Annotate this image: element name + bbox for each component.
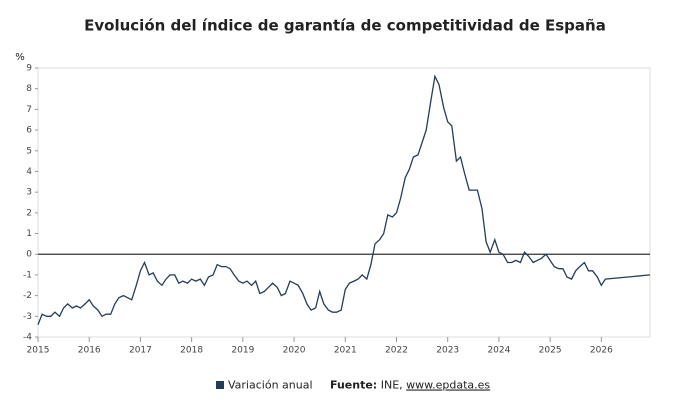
y-tick-label: 9 bbox=[26, 64, 32, 74]
y-tick-label: 5 bbox=[26, 146, 32, 156]
y-tick-label: 6 bbox=[26, 126, 32, 136]
x-tick-label: 2018 bbox=[180, 346, 203, 356]
legend: Variación anual Fuente: INE, www.epdata.… bbox=[216, 379, 490, 392]
y-tick-label: -4 bbox=[23, 333, 32, 343]
y-tick-label: 0 bbox=[26, 250, 32, 260]
y-tick-label: 2 bbox=[26, 208, 32, 218]
x-tick-label: 2022 bbox=[385, 346, 408, 356]
x-tick-label: 2017 bbox=[129, 346, 152, 356]
y-tick-label: 3 bbox=[26, 188, 32, 198]
x-tick-label: 2025 bbox=[539, 346, 562, 356]
source: Fuente: INE, www.epdata.es bbox=[330, 379, 490, 392]
x-tick-label: 2015 bbox=[27, 346, 50, 356]
x-tick-label: 2024 bbox=[487, 346, 510, 356]
plot-frame bbox=[37, 67, 651, 338]
x-tick-label: 2026 bbox=[590, 346, 613, 356]
x-tick-label: 2021 bbox=[334, 346, 357, 356]
x-tick-label: 2020 bbox=[283, 346, 306, 356]
chart-title: Evolución del índice de garantía de comp… bbox=[84, 17, 606, 35]
data-line bbox=[37, 74, 651, 325]
y-axis-label: % bbox=[15, 52, 25, 63]
y-tick-label: -3 bbox=[23, 312, 32, 322]
y-tick-label: 4 bbox=[26, 167, 32, 177]
legend-swatch bbox=[216, 381, 224, 389]
y-tick-label: -2 bbox=[23, 291, 32, 301]
x-tick-label: 2023 bbox=[436, 346, 459, 356]
y-tick-label: 8 bbox=[26, 84, 32, 94]
source-label: Fuente: bbox=[330, 379, 377, 392]
x-tick-label: 2019 bbox=[231, 346, 254, 356]
y-tick-label: -1 bbox=[23, 270, 32, 280]
legend-label: Variación anual bbox=[228, 379, 313, 392]
x-tick-label: 2016 bbox=[78, 346, 101, 356]
source-link[interactable]: www.epdata.es bbox=[406, 379, 490, 392]
source-text: INE, bbox=[381, 379, 406, 392]
y-tick-label: 7 bbox=[26, 105, 32, 115]
y-tick-label: 1 bbox=[26, 229, 32, 239]
